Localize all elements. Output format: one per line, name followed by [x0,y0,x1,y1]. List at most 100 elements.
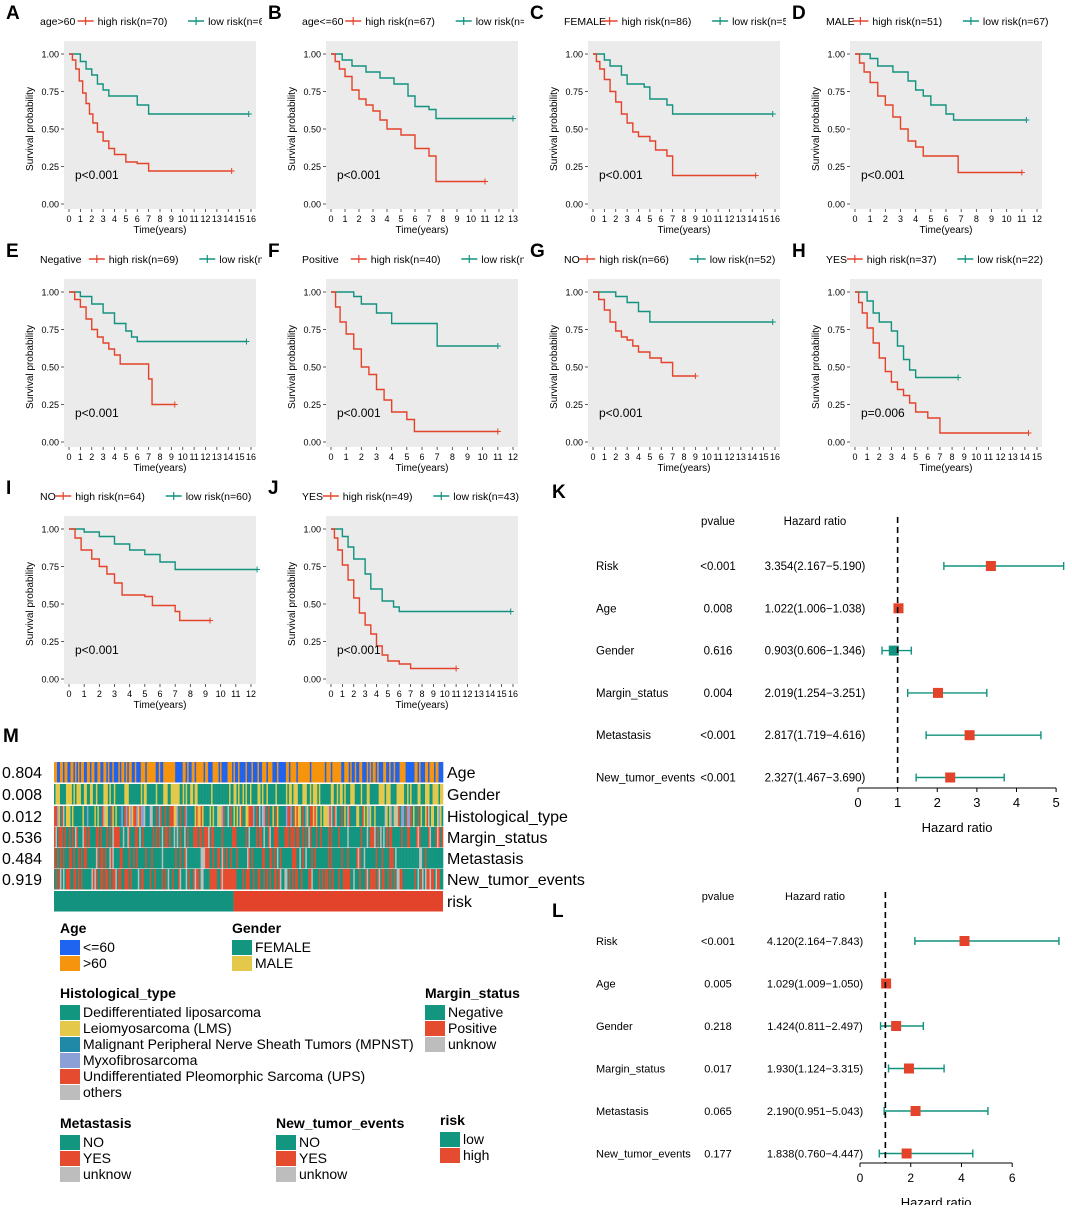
heatmap-cell [209,869,212,890]
heatmap-cell [149,762,152,783]
legend-label: Positive [448,1020,498,1036]
heatmap-cell [59,848,62,869]
heatmap-cell [372,848,375,869]
heatmap-cell [206,806,209,827]
heatmap-cell [363,827,366,848]
heatmap-cell [244,848,246,869]
x-tick-label: 1 [342,214,347,224]
heatmap-cell [230,869,233,890]
heatmap-cell [329,762,332,783]
forest-row-pvalue: 0.008 [704,603,733,615]
heatmap-cell [119,848,122,869]
heatmap-cell [80,827,83,848]
heatmap-cell [157,806,160,827]
heatmap-cell [184,806,186,827]
heatmap-cell [134,784,137,805]
heatmap-cell [163,869,166,890]
forest-row-hr-text: 1.930(1.124−3.315) [767,1064,863,1076]
censor-mark [955,374,962,381]
heatmap-cell [227,848,230,869]
heatmap-cell [173,827,176,848]
forest-x-tick-label: 2 [907,1171,914,1185]
heatmap-cell [220,848,222,869]
heatmap-cell [288,784,291,805]
heatmap-cell [100,848,103,869]
heatmap-cell [266,848,269,869]
y-tick-label: 0.50 [827,363,845,373]
heatmap-cell [142,806,145,827]
heatmap-cell [411,806,414,827]
heatmap-cell [232,827,234,848]
heatmap-cell [279,827,282,848]
heatmap-cell [434,827,436,848]
heatmap-row-new_tumor_events [54,869,444,890]
heatmap-cell [221,762,224,783]
heatmap-cell [348,869,351,890]
forest-row-hr-text: 3.354(2.167−5.190) [765,561,866,573]
heatmap-cell [437,827,439,848]
heatmap-cell [401,784,403,805]
heatmap-cell [236,806,239,827]
legend-label: Dedifferentiated liposarcoma [83,1004,261,1020]
x-tick-label: 15 [497,689,507,699]
heatmap-cell [175,784,177,805]
high-risk-curve [69,528,211,622]
heatmap-cell [371,869,373,890]
heatmap-cell [294,784,297,805]
heatmap-cell [390,827,393,848]
heatmap-cell [320,806,323,827]
heatmap-cell [232,762,234,783]
heatmap-cell [276,762,279,783]
p-value-label: p<0.001 [599,406,643,420]
heatmap-cell [407,784,409,805]
heatmap-cell [79,806,82,827]
heatmap-cell [64,848,67,869]
heatmap-cell [223,869,225,890]
heatmap-cell [83,848,86,869]
heatmap-cell [80,762,83,783]
heatmap-cell [137,848,140,869]
heatmap-cell [182,784,185,805]
heatmap-cell [257,762,260,783]
legend-group-label: YES [302,491,323,503]
heatmap-cell [395,869,397,890]
heatmap-cell [104,784,107,805]
heatmap-cell [158,784,161,805]
x-tick-label: 7 [173,689,178,699]
y-tick-label: 0.75 [303,87,321,97]
heatmap-cell [347,848,350,869]
heatmap-cell [89,869,92,890]
heatmap-cell [161,784,164,805]
heatmap-cell [312,869,315,890]
heatmap-cell [303,848,306,869]
heatmap-cell [152,869,155,890]
y-tick-label: 0.75 [41,325,59,335]
heatmap-cell [258,869,261,890]
heatmap-cell [291,784,294,805]
heatmap-cell [374,827,376,848]
heatmap-cell [127,762,130,783]
heatmap-cell [267,848,270,869]
censor-mark [494,343,501,349]
heatmap-cell [242,806,245,827]
heatmap-cell [223,784,225,805]
heatmap-cell [112,784,115,805]
heatmap-cell [323,784,326,805]
heatmap-cell [223,806,225,827]
heatmap-cell [435,827,438,848]
legend-group-label: FEMALE [564,16,606,28]
heatmap-cell [170,848,173,869]
legend-item: FEMALE [232,939,311,955]
heatmap-cell [386,762,388,783]
legend-group-label: MALE [826,16,855,28]
heatmap-cell [67,762,70,783]
heatmap-cell [393,848,396,869]
heatmap-cell [356,806,359,827]
heatmap-cell [362,869,365,890]
x-axis-label: Time(years) [396,225,449,236]
heatmap-cell [71,784,74,805]
x-tick-label: 5 [398,214,403,224]
heatmap-cell [369,762,372,783]
